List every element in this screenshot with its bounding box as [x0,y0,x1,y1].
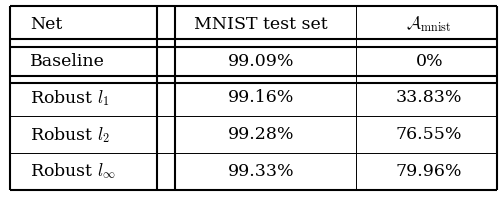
Text: 0%: 0% [414,53,442,70]
Text: 76.55%: 76.55% [395,126,461,143]
Text: MNIST test set: MNIST test set [194,16,327,33]
Text: 99.09%: 99.09% [227,53,294,70]
Text: 99.16%: 99.16% [227,89,294,106]
Text: Net: Net [30,16,62,33]
Text: 33.83%: 33.83% [395,89,461,106]
Text: 79.96%: 79.96% [395,163,461,180]
Text: Robust $l_\infty$: Robust $l_\infty$ [30,161,116,181]
Text: 99.33%: 99.33% [227,163,294,180]
Text: Robust $l_2$: Robust $l_2$ [30,125,110,145]
Text: Robust $l_1$: Robust $l_1$ [30,88,110,108]
Text: 99.28%: 99.28% [227,126,294,143]
Text: $\mathcal{A}_{\mathrm{mnist}}$: $\mathcal{A}_{\mathrm{mnist}}$ [406,14,451,34]
Text: Baseline: Baseline [30,53,105,70]
